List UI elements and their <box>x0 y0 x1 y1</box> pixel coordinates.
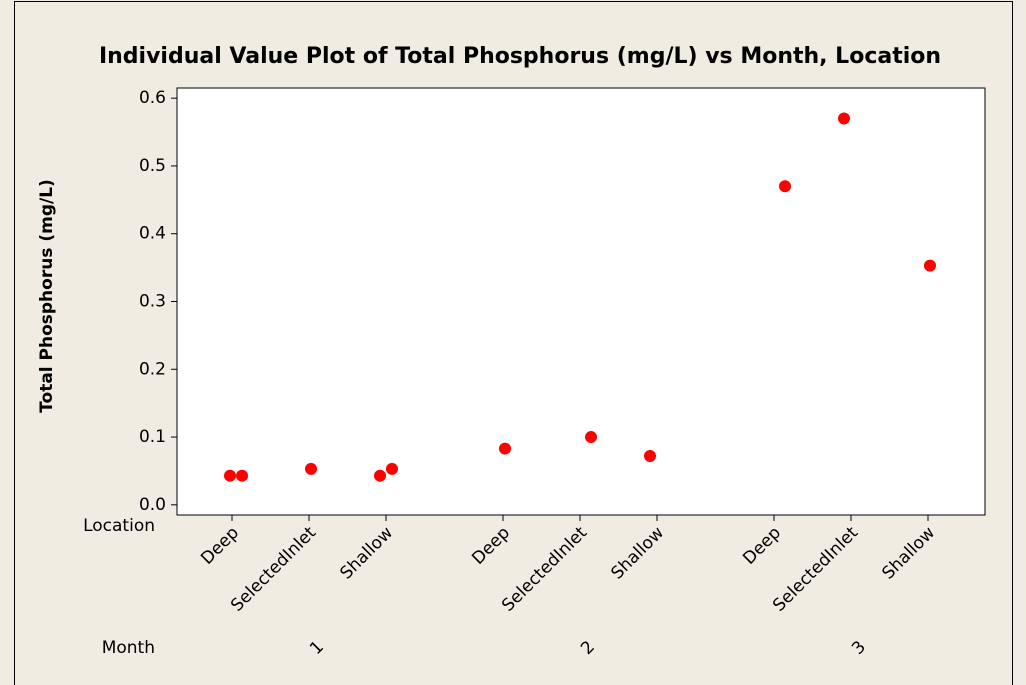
data-point <box>585 431 597 444</box>
y-tick-label: 0.1 <box>139 427 166 447</box>
y-axis-label: Total Phosphorus (mg/L) <box>37 179 57 413</box>
y-tick-label: 0.6 <box>139 88 166 108</box>
y-tick-label: 0.0 <box>139 495 166 515</box>
data-point <box>374 469 386 482</box>
data-point <box>499 442 511 455</box>
data-point <box>924 259 936 272</box>
data-point <box>779 180 791 193</box>
y-tick-label: 0.5 <box>139 156 166 176</box>
data-point <box>838 112 850 125</box>
month-row-label: Month <box>102 638 155 658</box>
data-point <box>644 450 656 463</box>
data-point <box>236 469 248 482</box>
location-row-label: Location <box>83 516 155 536</box>
y-tick-label: 0.4 <box>139 224 166 244</box>
frame <box>14 1 1013 685</box>
plot-area <box>176 87 986 516</box>
chart-title: Individual Value Plot of Total Phosphoru… <box>99 44 941 69</box>
data-point <box>305 462 317 475</box>
data-point <box>224 469 236 482</box>
y-tick-label: 0.3 <box>139 292 166 312</box>
y-tick-label: 0.2 <box>139 359 166 379</box>
data-point <box>386 462 398 475</box>
